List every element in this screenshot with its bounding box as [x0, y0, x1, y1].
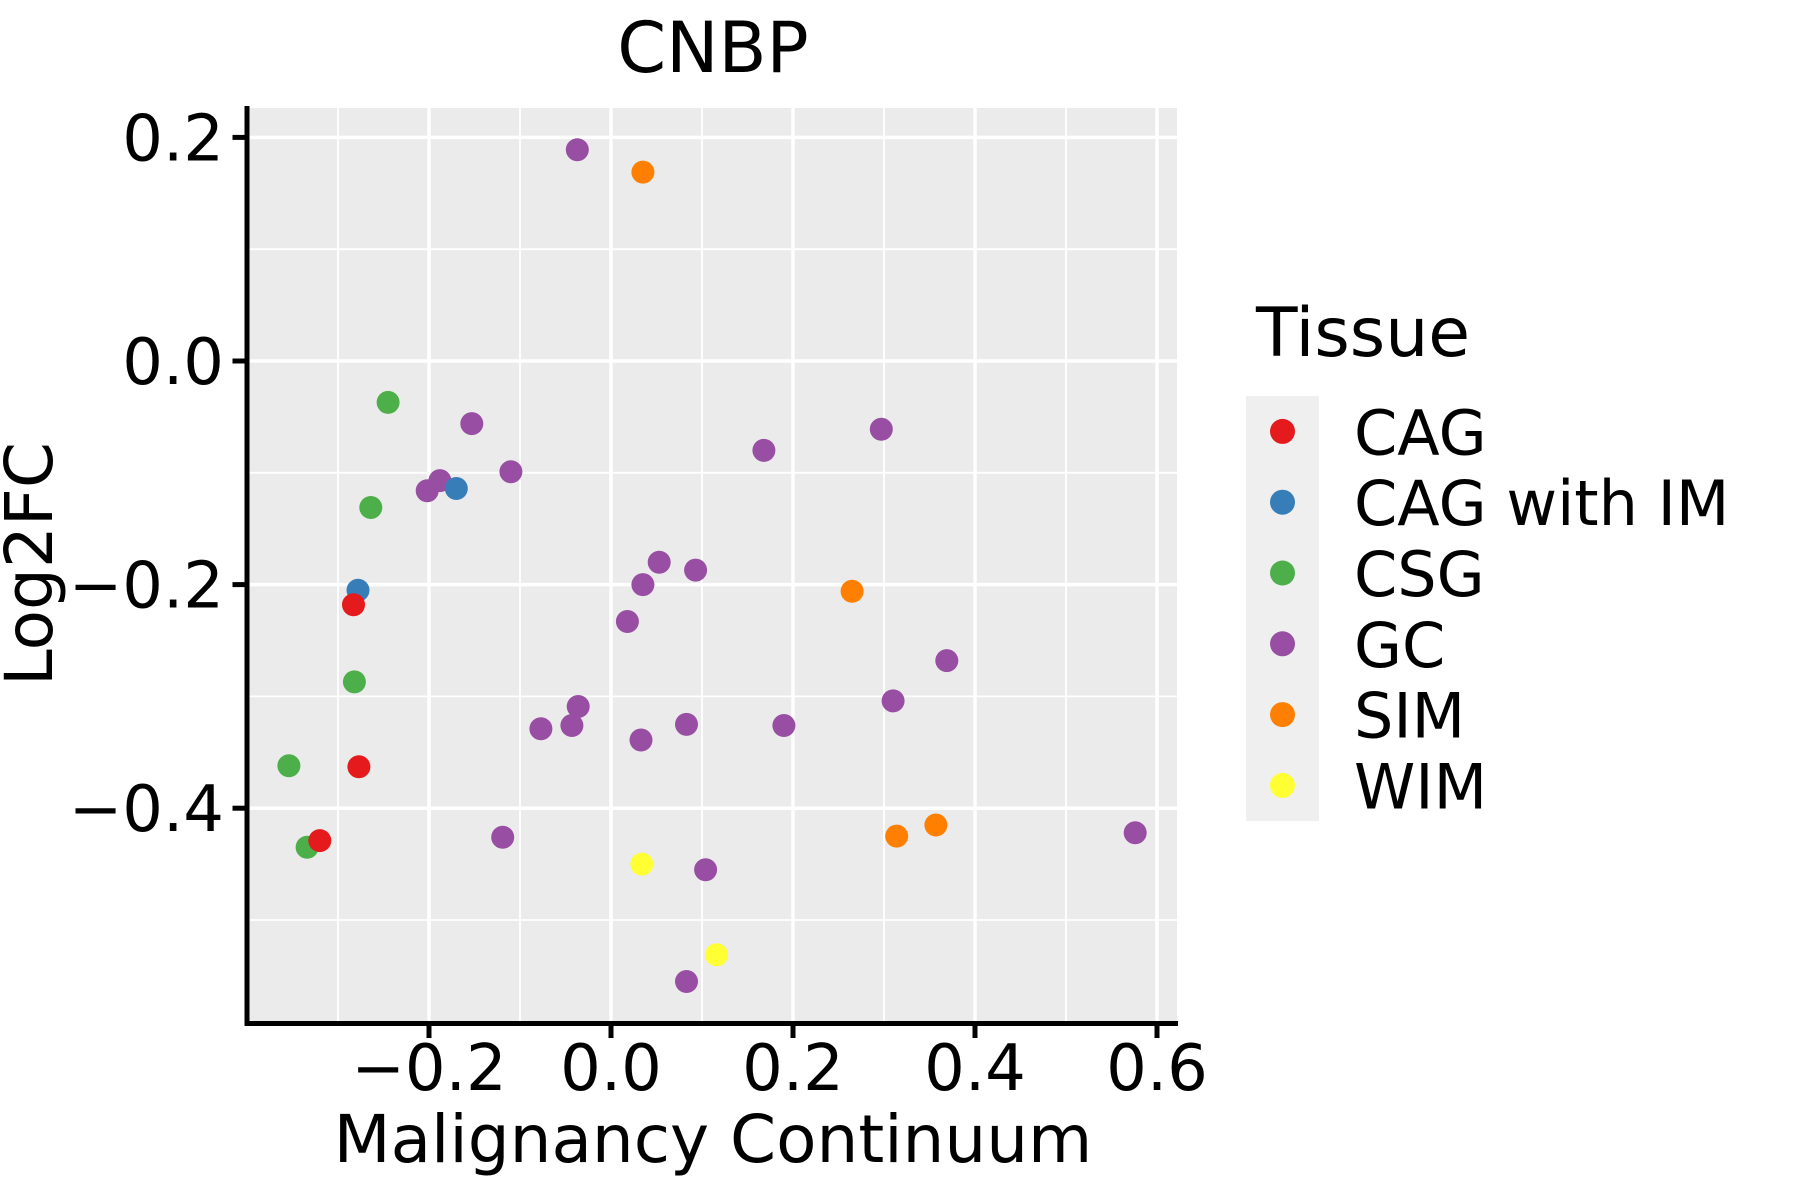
- legend-swatch-cag: [1270, 418, 1295, 444]
- x-tick-label: 0.2: [742, 1032, 844, 1106]
- data-point-gc: [529, 717, 553, 741]
- data-point-sim: [631, 160, 655, 184]
- data-point-gc: [694, 858, 718, 882]
- data-point-sim: [840, 579, 864, 603]
- data-point-gc: [684, 558, 708, 582]
- legend-label: SIM: [1354, 680, 1465, 753]
- data-point-gc: [631, 573, 655, 597]
- legend-swatch-sim: [1270, 702, 1295, 728]
- data-point-gc: [560, 714, 584, 737]
- data-point-sim: [885, 824, 909, 848]
- chart-title: CNBP: [617, 7, 808, 89]
- data-point-csg: [376, 390, 400, 414]
- data-point-gc: [491, 825, 515, 849]
- data-point-gc: [566, 695, 590, 718]
- legend-swatch-csg: [1270, 560, 1295, 586]
- data-point-gc: [675, 970, 698, 993]
- legend-label: CAG with IM: [1354, 467, 1729, 540]
- data-point-cag: [308, 829, 332, 853]
- x-axis-title: Malignancy Continuum: [334, 1101, 1093, 1178]
- data-points: [277, 138, 1147, 993]
- data-point-csg: [277, 754, 301, 778]
- data-point-cag-with-im: [444, 477, 468, 500]
- data-point-gc: [615, 610, 639, 633]
- axis-lines: [244, 106, 1178, 1026]
- data-point-wim: [630, 852, 654, 876]
- legend-swatch-cag-with-im: [1270, 489, 1295, 515]
- data-point-gc: [460, 412, 484, 436]
- data-point-gc: [499, 460, 523, 484]
- plot-panel: [249, 108, 1177, 1021]
- data-point-gc: [647, 550, 671, 574]
- legend-title: Tissue: [1255, 294, 1470, 373]
- legend-label: GC: [1354, 609, 1445, 682]
- legend-label: WIM: [1354, 750, 1487, 823]
- y-axis-title: Log2FC: [0, 442, 68, 686]
- tick-marks: [232, 134, 1160, 1038]
- data-point-gc: [675, 712, 698, 736]
- data-point-gc: [752, 438, 776, 462]
- data-point-gc: [869, 417, 893, 441]
- data-point-gc: [415, 479, 439, 503]
- x-tick-label: 0.4: [924, 1032, 1026, 1106]
- data-point-gc: [629, 728, 653, 752]
- data-point-csg: [342, 670, 366, 694]
- data-point-sim: [924, 813, 948, 837]
- data-point-wim: [705, 943, 729, 967]
- tick-labels: −0.2 0.0 0.2 0.4 0.6 0.2 0.0 −0.2 −0.4: [69, 102, 1208, 1106]
- gridlines: [249, 108, 1177, 1021]
- legend-swatch-gc: [1270, 631, 1295, 657]
- legend-swatch-wim: [1270, 772, 1295, 798]
- legend-label: CSG: [1354, 538, 1485, 611]
- data-point-gc: [881, 689, 905, 713]
- y-tick-label: −0.4: [69, 773, 224, 847]
- y-tick-label: 0.0: [122, 326, 224, 400]
- data-point-gc: [565, 138, 589, 162]
- x-tick-label: 0.0: [560, 1032, 662, 1106]
- legend-label: CAG: [1354, 396, 1487, 469]
- data-point-cag: [347, 755, 371, 779]
- data-point-csg: [359, 496, 383, 519]
- x-tick-label: −0.2: [351, 1032, 506, 1106]
- data-point-gc: [935, 649, 959, 673]
- data-point-gc: [1123, 821, 1147, 845]
- y-tick-label: −0.2: [69, 550, 224, 624]
- x-tick-label: 0.6: [1106, 1032, 1208, 1106]
- data-point-gc: [772, 714, 796, 737]
- legend-key-strip: [1246, 396, 1319, 821]
- y-tick-label: 0.2: [122, 102, 224, 176]
- data-point-cag: [342, 593, 365, 617]
